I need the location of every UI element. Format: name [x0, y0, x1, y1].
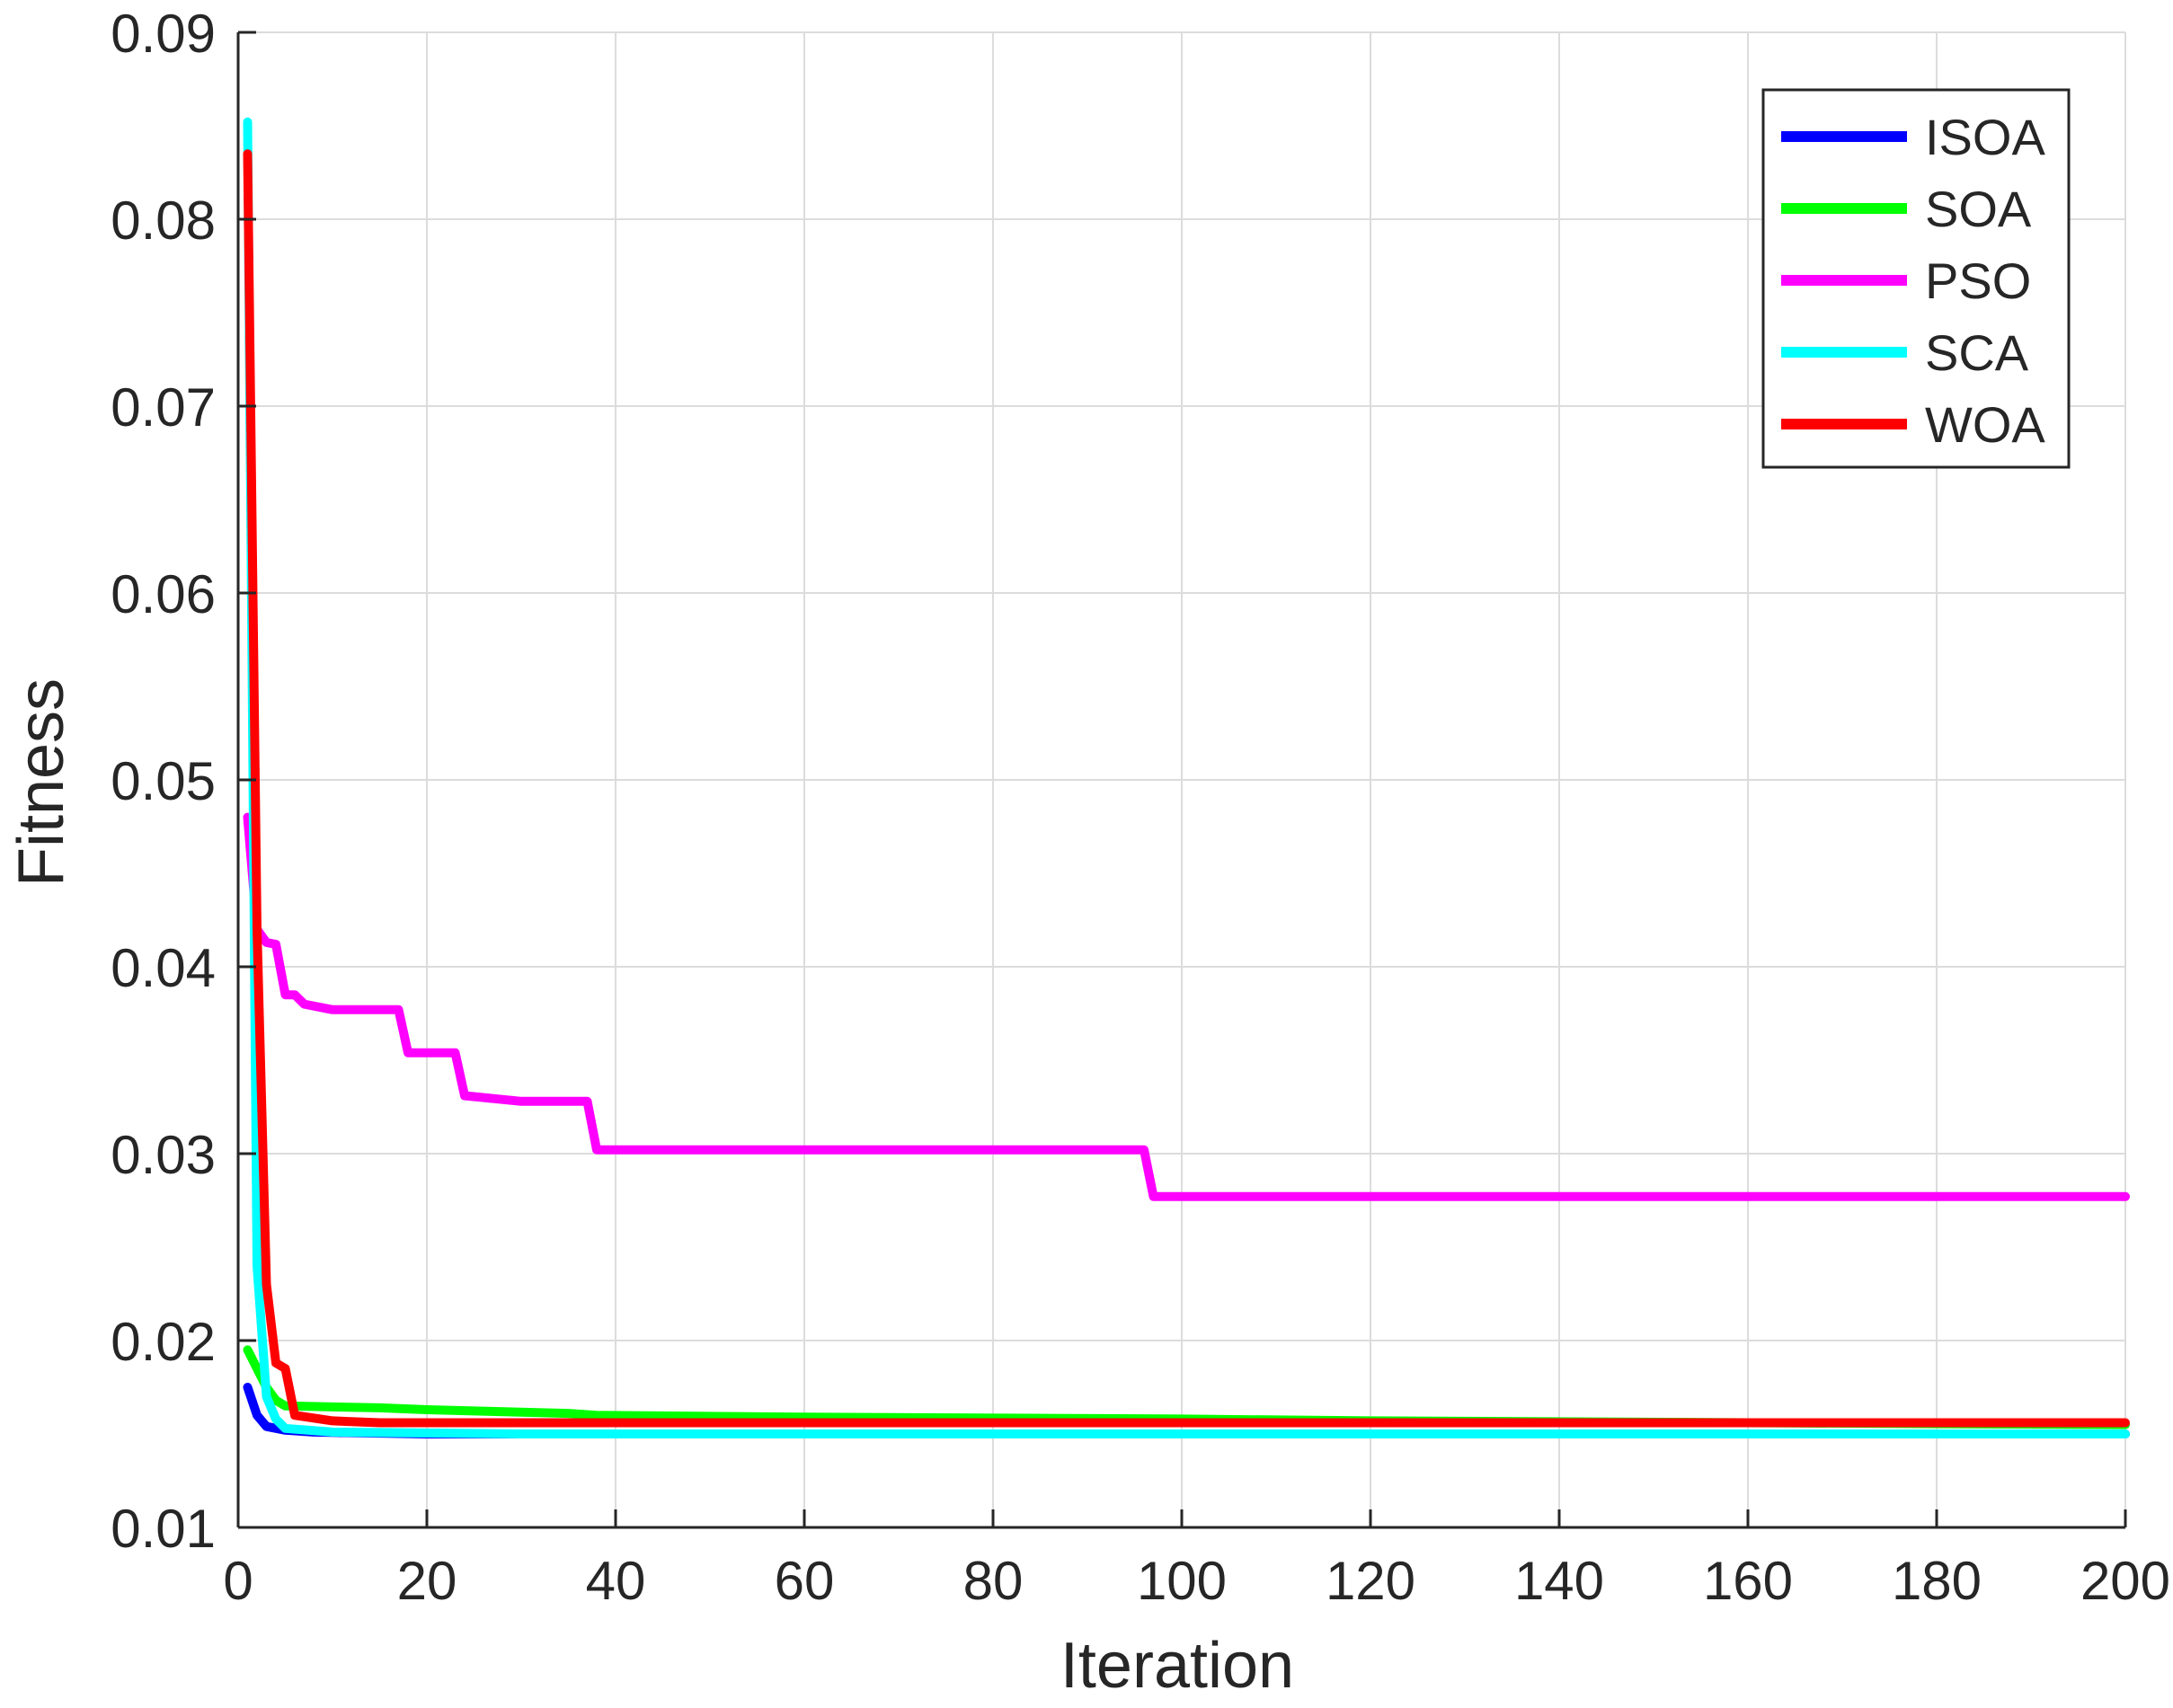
legend-label-soa: SOA: [1925, 181, 2032, 237]
y-tick-label: 0.01: [111, 1499, 216, 1559]
x-tick-label: 180: [1892, 1551, 1982, 1611]
tick-labels: 0 20 40 60 80 100 120 140 160 180 200 0.01 0.02 0.03 0…: [111, 4, 2170, 1611]
x-tick-label: 20: [397, 1551, 457, 1611]
x-tick-label: 160: [1703, 1551, 1793, 1611]
x-tick-label: 200: [2080, 1551, 2170, 1611]
x-tick-label: 60: [775, 1551, 835, 1611]
x-tick-label: 140: [1514, 1551, 1604, 1611]
x-tick-label: 100: [1137, 1551, 1227, 1611]
y-tick-label: 0.03: [111, 1125, 216, 1185]
legend-label-sca: SCA: [1925, 324, 2029, 381]
x-tick-label: 120: [1326, 1551, 1415, 1611]
legend-label-woa: WOA: [1925, 396, 2045, 453]
x-tick-label: 40: [586, 1551, 646, 1611]
y-tick-label: 0.05: [111, 751, 216, 811]
series-line-woa: [243, 149, 2130, 1428]
y-tick-label: 0.09: [111, 4, 216, 64]
legend-label-isoa: ISOA: [1925, 109, 2045, 165]
x-tick-label: 0: [223, 1551, 253, 1611]
x-tick-label: 80: [963, 1551, 1024, 1611]
y-tick-label: 0.06: [111, 564, 216, 624]
y-axis-label: Fitness: [5, 678, 77, 887]
y-tick-label: 0.02: [111, 1312, 216, 1372]
x-axis-label: Iteration: [1060, 1630, 1294, 1702]
axes: [236, 31, 2127, 1529]
series-line-pso: [243, 812, 2130, 1201]
legend: ISOA SOA PSO SCA WOA: [1761, 88, 2071, 469]
legend-label-pso: PSO: [1925, 252, 2031, 309]
series-lines: [243, 117, 2130, 1438]
y-tick-label: 0.08: [111, 190, 216, 251]
series-line-sca: [243, 117, 2130, 1438]
y-tick-label: 0.07: [111, 377, 216, 438]
y-tick-label: 0.04: [111, 938, 216, 998]
